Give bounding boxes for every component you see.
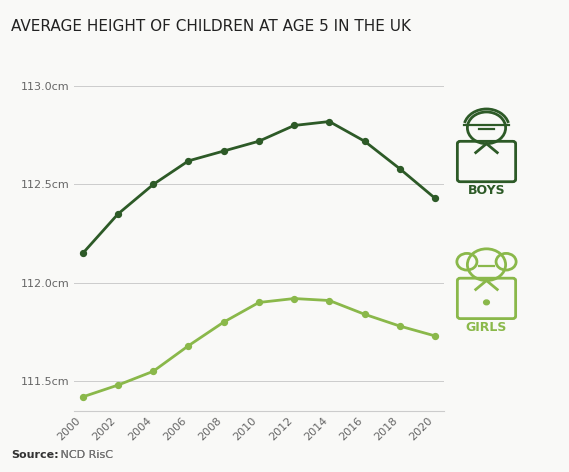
Point	[184, 157, 193, 165]
Point	[360, 311, 369, 318]
Text: NCD RisC: NCD RisC	[57, 450, 113, 460]
Point	[219, 147, 228, 155]
Point	[113, 381, 122, 389]
Point	[325, 297, 334, 304]
Text: AVERAGE HEIGHT OF CHILDREN AT AGE 5 IN THE UK: AVERAGE HEIGHT OF CHILDREN AT AGE 5 IN T…	[11, 19, 411, 34]
Point	[219, 319, 228, 326]
Point	[149, 181, 158, 188]
Point	[290, 295, 299, 303]
Point	[325, 118, 334, 126]
Point	[395, 322, 405, 330]
Text: BOYS: BOYS	[468, 184, 505, 197]
Point	[254, 137, 263, 145]
Point	[184, 342, 193, 349]
Point	[78, 250, 87, 257]
Point	[431, 332, 440, 340]
Point	[149, 368, 158, 375]
Text: GIRLS: GIRLS	[466, 321, 507, 334]
Point	[78, 393, 87, 401]
Point	[113, 210, 122, 218]
Point	[395, 165, 405, 173]
Point	[360, 137, 369, 145]
Point	[431, 194, 440, 202]
Text: NCD RisC: NCD RisC	[57, 450, 113, 460]
Point	[254, 299, 263, 306]
Text: Source:: Source:	[11, 450, 59, 460]
Point	[290, 122, 299, 129]
